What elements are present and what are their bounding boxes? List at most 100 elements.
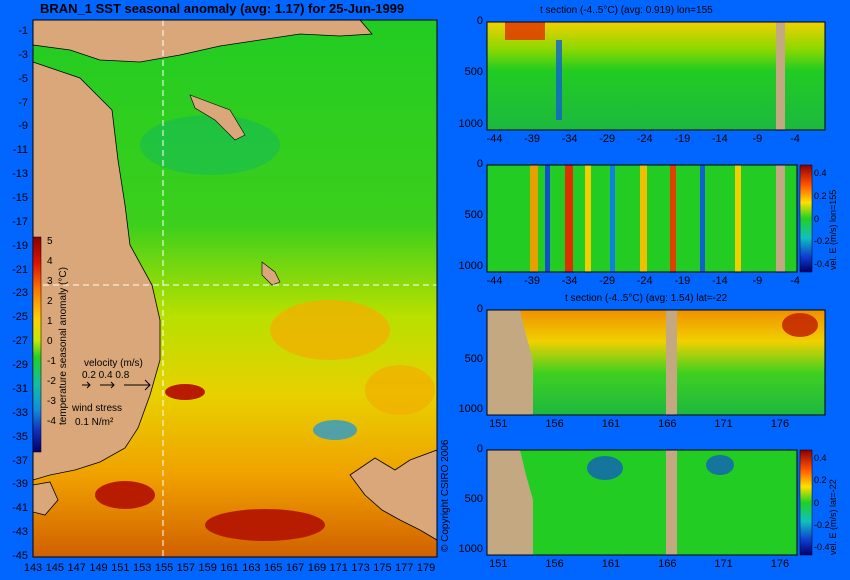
section3-field — [487, 310, 825, 415]
section-x-tick: -9 — [752, 275, 763, 287]
map-x-tick: 169 — [307, 562, 327, 574]
section-x-tick: -34 — [561, 275, 578, 287]
velocity-legend-values: 0.2 0.4 0.8 — [82, 370, 130, 381]
section-x-tick: -14 — [711, 275, 728, 287]
map-x-tick: 153 — [133, 562, 152, 574]
vel-stripe — [530, 165, 538, 272]
section-x-tick: -19 — [674, 275, 691, 287]
cool-column — [556, 40, 562, 120]
map-x-tick: 143 — [23, 562, 43, 574]
section-y-tick: 1000 — [458, 259, 483, 272]
section-x-tick: 166 — [658, 418, 677, 430]
warm-anomaly — [365, 365, 435, 415]
section-y-tick: 0 — [476, 443, 483, 455]
section-colorbar-tick: -0.2 — [814, 236, 830, 247]
section-x-tick: 161 — [601, 558, 621, 570]
section-y-tick: 1000 — [458, 117, 483, 130]
warm-patch — [782, 313, 818, 337]
map-y-tick: -9 — [18, 120, 28, 133]
cool-anomaly — [313, 420, 357, 440]
section-x-tick: -34 — [561, 133, 578, 145]
warm-anomaly — [270, 300, 390, 360]
section-x-tick: 156 — [545, 558, 564, 570]
section3-frame — [486, 309, 826, 416]
section2-frame — [486, 164, 798, 273]
section-x-tick: -29 — [599, 275, 616, 287]
section-y-tick: 500 — [464, 493, 483, 505]
section-x-tick: 171 — [714, 558, 733, 570]
map-x-tick: 145 — [45, 562, 65, 574]
section2-panel — [486, 164, 813, 273]
hot-anomaly — [205, 509, 325, 541]
section-y-tick: 1000 — [458, 543, 483, 555]
warm-patch — [505, 22, 545, 40]
colorbar-tick: 2 — [47, 296, 53, 307]
temp-colorbar-ticks: 5 4 3 2 1 0 -1 -2 -3 -4 — [47, 236, 56, 436]
map-x-tick: 175 — [373, 562, 392, 574]
section-y-tick: 500 — [464, 66, 483, 79]
section3-panel — [486, 309, 826, 416]
map-y-tick: -1 — [18, 24, 28, 37]
map-x-tick: 149 — [89, 562, 108, 574]
map-y-tick: -5 — [18, 72, 28, 85]
temp-colorbar — [32, 236, 42, 453]
map-y-tick: -37 — [12, 454, 28, 467]
section-x-tick: 161 — [601, 418, 621, 430]
section-colorbar-tick: 0.2 — [814, 475, 827, 486]
section-x-tick: -19 — [674, 133, 691, 145]
cool-anomaly — [140, 115, 280, 175]
section-x-tick: 171 — [714, 418, 733, 430]
hot-anomaly — [165, 384, 205, 400]
map-y-tick: -29 — [12, 359, 28, 372]
map-y-tick: -19 — [12, 239, 28, 252]
map-y-tick: -15 — [12, 192, 28, 204]
colorbar-tick: -1 — [47, 356, 56, 367]
section-x-tick: -44 — [486, 275, 503, 287]
sst-map-panel — [32, 19, 438, 558]
map-y-tick: -7 — [18, 96, 28, 109]
solomon-islands — [189, 94, 246, 141]
section-colorbar-tick: 0 — [814, 213, 820, 224]
map-x-tick: 165 — [264, 562, 283, 574]
section-land — [666, 450, 677, 555]
section4-field — [487, 450, 797, 555]
section-colorbar-tick: 0.4 — [814, 453, 827, 463]
vel-stripe — [545, 165, 550, 272]
vel-stripe — [610, 165, 615, 272]
section-x-tick: 151 — [489, 558, 508, 570]
section-y-tick: 0 — [476, 15, 483, 27]
section2-colorbar-label: vel. E (m/s) lon=155 — [828, 189, 838, 270]
map-y-tick: -43 — [12, 526, 28, 539]
map-y-tick: -33 — [12, 406, 28, 419]
section-colorbar-tick: -0.4 — [814, 542, 830, 552]
velocity-legend-arrows — [82, 379, 151, 391]
section-y-tick: 500 — [464, 353, 483, 365]
map-x-tick: 147 — [67, 562, 86, 574]
vel-stripe — [585, 165, 591, 272]
new-caledonia — [261, 261, 281, 286]
velocity-legend-label: velocity (m/s) — [84, 358, 143, 369]
section4-colorbar — [799, 449, 813, 556]
map-y-tick: -13 — [12, 168, 28, 181]
colorbar-tick: 5 — [47, 236, 53, 247]
section-x-tick: -4 — [790, 275, 800, 287]
map-x-tick: 171 — [329, 562, 348, 574]
section-land — [487, 450, 533, 555]
wind-legend-label: wind stress — [72, 403, 123, 414]
map-x-tick: 161 — [220, 562, 239, 574]
map-x-tick: 177 — [395, 562, 414, 574]
new-guinea-land — [32, 19, 373, 63]
vel-stripe — [670, 165, 676, 272]
colorbar-tick: 1 — [47, 316, 53, 327]
section-colorbar-tick: 0.2 — [814, 190, 827, 201]
section2-colorbar — [799, 164, 813, 273]
map-x-tick: 151 — [111, 562, 130, 574]
section-x-tick: -24 — [636, 275, 653, 287]
vel-stripe — [700, 165, 705, 272]
temp-colorbar-label: temperature seasonal anomaly (°C) — [58, 267, 69, 425]
section-land — [666, 310, 677, 415]
australia-land — [32, 61, 161, 481]
map-y-tick: -27 — [12, 335, 28, 348]
colorbar-tick: 0 — [47, 336, 53, 347]
section1-panel — [486, 21, 826, 131]
